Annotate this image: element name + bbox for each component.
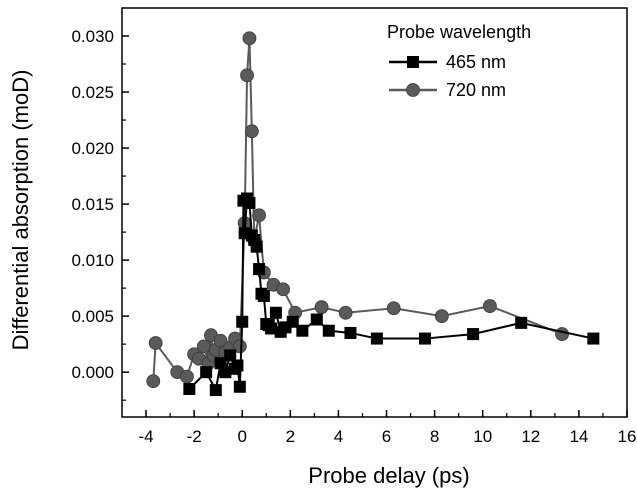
data-point-square <box>236 315 249 328</box>
x-tick-label: 6 <box>382 427 391 446</box>
data-point-square <box>296 324 309 337</box>
data-point-square <box>467 328 480 341</box>
data-point-circle <box>276 282 291 297</box>
data-point-square <box>265 322 278 335</box>
x-tick-label: -4 <box>138 427 153 446</box>
data-point-circle <box>244 124 259 139</box>
data-point-square <box>257 289 270 302</box>
x-tick-label: 2 <box>286 427 295 446</box>
legend-items: 465 nm 720 nm <box>389 52 506 100</box>
y-axis-title: Differential absorption (moD) <box>8 70 33 351</box>
data-point-square <box>253 263 266 276</box>
x-tick-label: 8 <box>430 427 439 446</box>
legend-label: 720 nm <box>446 80 506 100</box>
data-point-circle <box>386 301 401 316</box>
data-point-square <box>219 366 232 379</box>
data-point-square <box>224 349 237 362</box>
x-tick-label: 10 <box>473 427 492 446</box>
series-layer <box>146 31 600 397</box>
data-point-circle <box>483 299 497 313</box>
y-tick-label: 0.020 <box>71 139 114 158</box>
data-point-circle <box>180 369 194 384</box>
data-point-circle <box>406 83 420 97</box>
data-point-circle <box>148 336 163 350</box>
data-point-square <box>310 313 323 326</box>
data-point-square <box>250 240 263 253</box>
data-point-square <box>286 315 299 328</box>
data-point-circle <box>252 208 266 223</box>
x-tick-label: -2 <box>187 427 202 446</box>
data-point-square <box>407 56 419 68</box>
y-axis-ticks: 0.000 0.005 0.010 0.015 0.020 0.025 0.030 <box>71 27 129 401</box>
legend-label: 465 nm <box>446 52 506 72</box>
data-point-square <box>269 306 282 319</box>
data-point-square <box>515 316 528 329</box>
data-point-circle <box>434 309 449 324</box>
legend-item: 720 nm <box>389 80 506 100</box>
data-point-square <box>233 380 246 393</box>
data-point-circle <box>314 300 329 315</box>
data-point-circle <box>338 305 353 320</box>
data-point-square <box>370 332 383 345</box>
y-tick-label: 0.025 <box>71 83 114 102</box>
data-point-circle <box>146 374 161 389</box>
data-point-square <box>183 382 196 395</box>
data-point-circle <box>555 327 569 341</box>
x-tick-label: 0 <box>238 427 247 446</box>
x-tick-label: 12 <box>521 427 540 446</box>
series-465-nm <box>183 192 600 397</box>
data-point-square <box>209 384 222 397</box>
data-point-circle <box>242 31 257 46</box>
series-720-nm <box>146 31 569 389</box>
data-point-square <box>344 326 357 339</box>
x-tick-label: 4 <box>334 427 343 446</box>
y-tick-label: 0.030 <box>71 27 114 46</box>
y-tick-label: 0.015 <box>71 195 114 214</box>
y-tick-label: 0.000 <box>71 363 114 382</box>
legend-title: Probe wavelength <box>387 22 531 42</box>
y-tick-label: 0.010 <box>71 251 114 270</box>
data-point-circle <box>232 339 247 354</box>
x-tick-label: 14 <box>569 427 588 446</box>
data-point-square <box>243 196 256 209</box>
x-tick-label: 16 <box>618 427 637 446</box>
legend: Probe wavelength 465 nm 720 nm <box>387 22 531 100</box>
plot-frame <box>121 7 628 418</box>
data-point-square <box>200 366 213 379</box>
x-axis-title: Probe delay (ps) <box>308 463 469 488</box>
data-point-square <box>322 324 335 337</box>
y-tick-label: 0.005 <box>71 307 114 326</box>
data-point-square <box>419 332 431 345</box>
legend-item: 465 nm <box>389 52 506 72</box>
data-point-square <box>231 359 244 372</box>
data-point-circle <box>240 68 254 83</box>
x-axis-ticks: -4 -2 0 2 4 6 8 10 12 14 16 <box>138 410 636 446</box>
data-point-square <box>587 332 600 345</box>
